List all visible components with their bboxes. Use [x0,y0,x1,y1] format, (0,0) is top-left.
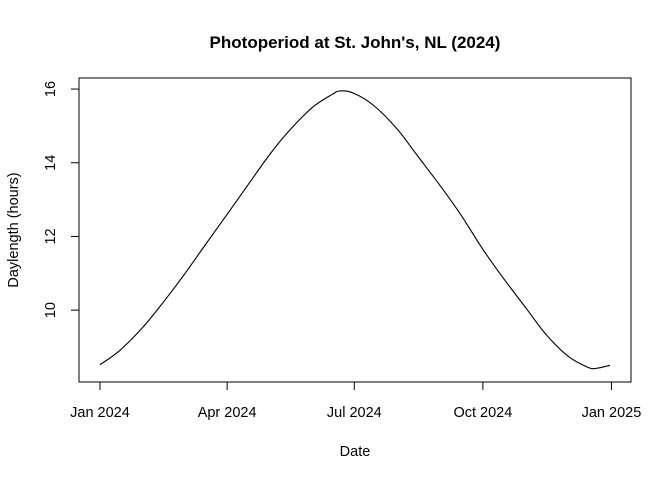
y-tick-label: 14 [43,155,59,171]
x-tick-label: Jan 2025 [582,405,642,421]
chart-title: Photoperiod at St. John's, NL (2024) [210,33,501,52]
x-axis-label: Date [340,444,371,460]
y-tick-label: 12 [43,228,59,244]
x-tick-label: Jul 2024 [327,405,382,421]
y-axis-label: Daylength (hours) [6,172,22,287]
x-tick-label: Apr 2024 [198,405,257,421]
x-axis: Jan 2024 Apr 2024 Jul 2024 Oct 2024 Jan 2025 [70,381,642,421]
y-axis: 10 12 14 16 [43,81,80,318]
x-tick-label: Jan 2024 [70,405,130,421]
x-tick-label: Oct 2024 [453,405,512,421]
y-tick-label: 10 [43,302,59,318]
daylength-line [99,90,611,370]
y-tick-label: 16 [43,81,59,97]
